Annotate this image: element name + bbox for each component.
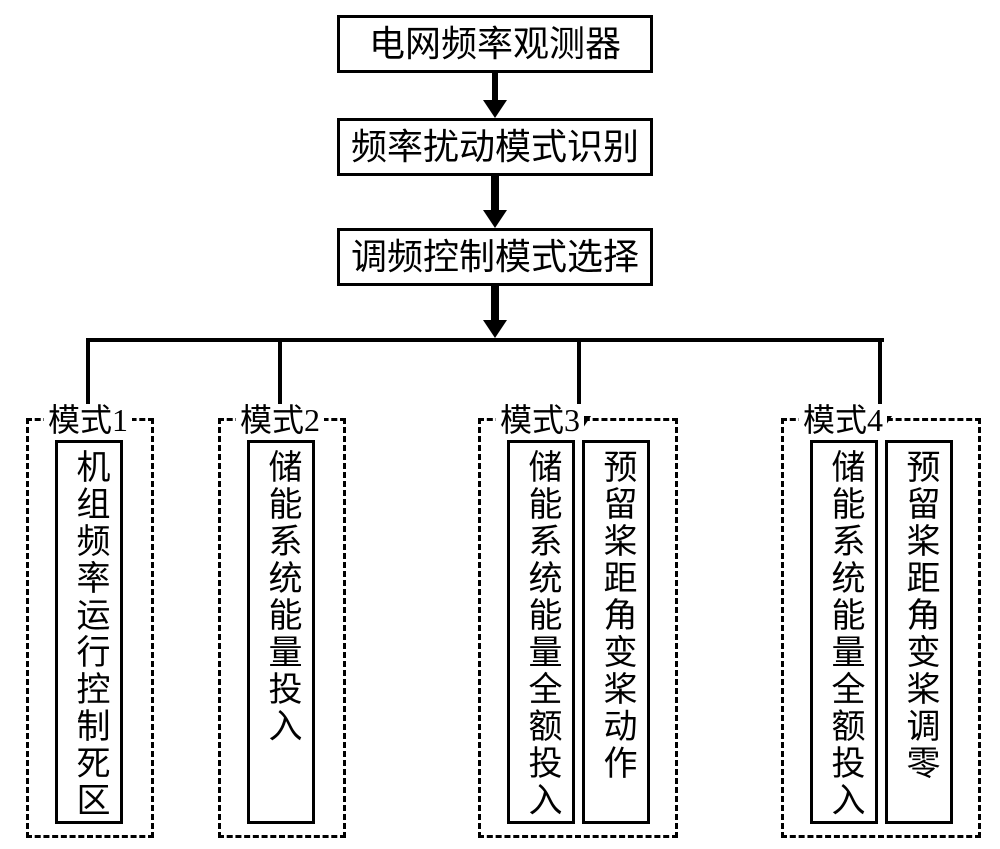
arrow-shaft xyxy=(491,176,499,210)
flow-box-label: 频率扰动模式识别 xyxy=(351,129,639,165)
mode-label: 模式2 xyxy=(236,404,324,436)
mode-column-text: 机组频率运行控制死区 xyxy=(72,449,106,819)
bus-horizontal xyxy=(88,338,884,342)
mode-column: 预留桨距角变桨动作 xyxy=(582,440,650,824)
mode-label: 模式1 xyxy=(44,404,132,436)
mode-column: 机组频率运行控制死区 xyxy=(55,440,123,824)
arrow-shaft xyxy=(492,73,498,100)
mode-column: 储能系统能量全额投入 xyxy=(507,440,575,824)
mode-column-text: 预留桨距角变桨调零 xyxy=(902,449,936,782)
arrow-head xyxy=(483,210,507,228)
flow-box-select: 调频控制模式选择 xyxy=(337,228,653,286)
mode-column: 预留桨距角变桨调零 xyxy=(885,440,953,824)
flow-box-label: 电网频率观测器 xyxy=(369,26,621,62)
flow-box-pattern: 频率扰动模式识别 xyxy=(337,118,653,176)
arrow-head xyxy=(483,320,507,338)
mode-column-text: 储能系统能量投入 xyxy=(264,449,298,745)
arrow-head xyxy=(483,100,507,118)
mode-column: 储能系统能量全额投入 xyxy=(810,440,878,824)
flow-box-label: 调频控制模式选择 xyxy=(351,239,639,275)
mode-column-text: 预留桨距角变桨动作 xyxy=(599,449,633,782)
mode-column-text: 储能系统能量全额投入 xyxy=(827,449,861,819)
arrow-shaft xyxy=(491,286,499,320)
mode-label: 模式4 xyxy=(799,404,887,436)
flow-box-observer: 电网频率观测器 xyxy=(337,15,653,73)
mode-column-text: 储能系统能量全额投入 xyxy=(524,449,558,819)
mode-label: 模式3 xyxy=(496,404,584,436)
mode-column: 储能系统能量投入 xyxy=(247,440,315,824)
diagram-canvas: 电网频率观测器频率扰动模式识别调频控制模式选择模式1 机组频率运行控制死区 模式2 储… xyxy=(0,0,1000,849)
